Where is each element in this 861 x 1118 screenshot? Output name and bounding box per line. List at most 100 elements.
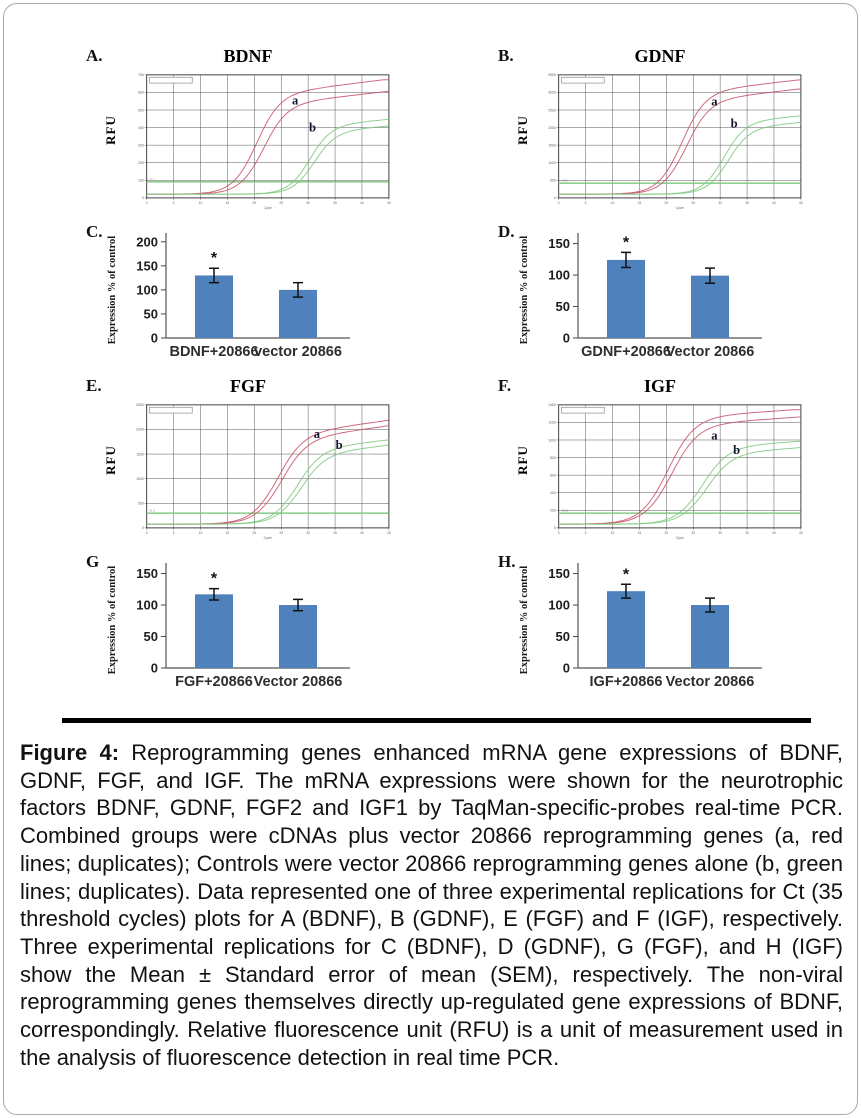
svg-text:Cycle: Cycle bbox=[676, 206, 684, 210]
svg-text:a: a bbox=[292, 93, 299, 107]
svg-text:0: 0 bbox=[151, 331, 158, 346]
svg-text:b: b bbox=[336, 438, 343, 452]
svg-text:30: 30 bbox=[718, 531, 722, 535]
svg-text:Expression % of control: Expression % of control bbox=[519, 566, 530, 674]
panel-letter: D. bbox=[498, 222, 515, 241]
svg-text:0: 0 bbox=[554, 526, 556, 530]
separator-line bbox=[62, 718, 811, 723]
panel-g: G Expression % of control 0 50 100 150 * FGF+2… bbox=[32, 550, 444, 702]
panel-title: GDNF bbox=[634, 46, 686, 66]
svg-text:100: 100 bbox=[136, 598, 158, 613]
figure-panels: A. BDNF RFU 0 5 10 15 20 25 30 35 40 45 700 600 500 4… bbox=[4, 4, 857, 702]
svg-text:25: 25 bbox=[279, 531, 283, 535]
svg-text:3500: 3500 bbox=[548, 73, 556, 77]
svg-text:150: 150 bbox=[548, 236, 570, 251]
svg-text:45: 45 bbox=[799, 201, 803, 205]
figure-frame: A. BDNF RFU 0 5 10 15 20 25 30 35 40 45 700 600 500 4… bbox=[3, 3, 858, 1115]
svg-text:0: 0 bbox=[146, 201, 148, 205]
svg-text:*: * bbox=[623, 566, 630, 583]
svg-text:400: 400 bbox=[138, 126, 144, 130]
svg-text:1000: 1000 bbox=[548, 161, 556, 165]
svg-text:Vector 20866: Vector 20866 bbox=[254, 674, 343, 690]
rfu-axis-label: RFU bbox=[102, 445, 118, 475]
svg-text:30: 30 bbox=[306, 531, 310, 535]
svg-text:2000: 2000 bbox=[136, 428, 144, 432]
svg-text:40: 40 bbox=[360, 531, 364, 535]
svg-text:25: 25 bbox=[279, 201, 283, 205]
svg-text:500: 500 bbox=[550, 179, 556, 183]
svg-text:100: 100 bbox=[138, 179, 144, 183]
svg-text:a: a bbox=[711, 95, 718, 109]
bar-chart-gdnf: Expression % of control 0 50 100 150 * GDNF+20… bbox=[519, 233, 762, 360]
panel-a: A. BDNF RFU 0 5 10 15 20 25 30 35 40 45 700 600 500 4… bbox=[32, 38, 444, 220]
svg-text:vector 20866: vector 20866 bbox=[254, 344, 342, 360]
svg-text:100: 100 bbox=[548, 598, 570, 613]
svg-text:15: 15 bbox=[226, 201, 230, 205]
svg-text:2000: 2000 bbox=[548, 126, 556, 130]
svg-text:b: b bbox=[733, 443, 740, 457]
panel-letter: E. bbox=[86, 376, 102, 395]
panel-f: F. IGF RFU 0 5 10 15 20 25 30 35 40 45 1400 1200 100… bbox=[444, 368, 856, 550]
svg-text:1000: 1000 bbox=[136, 477, 144, 481]
svg-text:1400: 1400 bbox=[548, 403, 556, 407]
pcr-plot-fgf: 0 5 10 15 20 25 30 35 40 45 2500 2000 1500 1000 500 0 81… bbox=[136, 403, 391, 540]
svg-text:100: 100 bbox=[136, 282, 158, 297]
svg-text:10: 10 bbox=[199, 201, 203, 205]
svg-text:35: 35 bbox=[745, 531, 749, 535]
svg-text:40: 40 bbox=[772, 201, 776, 205]
svg-text:a: a bbox=[314, 427, 321, 441]
svg-text:Cycle: Cycle bbox=[676, 536, 684, 540]
svg-text:15: 15 bbox=[638, 201, 642, 205]
svg-text:0: 0 bbox=[563, 331, 570, 346]
svg-text:1200: 1200 bbox=[548, 421, 556, 425]
svg-text:20: 20 bbox=[664, 531, 668, 535]
rfu-axis-label: RFU bbox=[514, 445, 530, 475]
panel-title: BDNF bbox=[223, 46, 273, 66]
svg-text:700: 700 bbox=[138, 73, 144, 77]
svg-text:500: 500 bbox=[138, 502, 144, 506]
svg-text:2500: 2500 bbox=[136, 403, 144, 407]
svg-text:100: 100 bbox=[548, 268, 570, 283]
svg-text:150: 150 bbox=[136, 258, 158, 273]
panel-title: IGF bbox=[643, 376, 676, 396]
svg-text:150: 150 bbox=[548, 566, 570, 581]
svg-text:GDNF+20866: GDNF+20866 bbox=[581, 344, 671, 360]
panel-d: D. Expression % of control 0 50 100 150 * GDNF… bbox=[444, 220, 856, 368]
svg-text:25: 25 bbox=[691, 201, 695, 205]
svg-text:25: 25 bbox=[691, 531, 695, 535]
pcr-plot-bdnf: 0 5 10 15 20 25 30 35 40 45 700 600 500 400 300 200 100 0… bbox=[138, 73, 391, 210]
pcr-plot-gdnf: 0 5 10 15 20 25 30 35 40 45 3500 3000 2500 2000 1500 10… bbox=[548, 73, 803, 210]
panel-letter: H. bbox=[498, 552, 516, 571]
svg-text:30: 30 bbox=[718, 201, 722, 205]
svg-text:0: 0 bbox=[558, 531, 560, 535]
svg-text:50: 50 bbox=[144, 306, 158, 321]
svg-text:IGF+20866: IGF+20866 bbox=[590, 674, 663, 690]
svg-text:0: 0 bbox=[554, 196, 556, 200]
svg-text:b: b bbox=[309, 120, 316, 134]
svg-text:300: 300 bbox=[138, 143, 144, 147]
panel-letter: G bbox=[86, 552, 100, 571]
panel-letter: F. bbox=[498, 376, 512, 395]
svg-text:1000: 1000 bbox=[548, 438, 556, 442]
panel-e: E. FGF RFU 0 5 10 15 20 25 30 35 40 45 2500 2000 150… bbox=[32, 368, 444, 550]
svg-text:Cycle: Cycle bbox=[264, 206, 272, 210]
figure-caption: Figure 4: Reprogramming genes enhanced m… bbox=[4, 735, 857, 1072]
svg-text:5: 5 bbox=[585, 531, 587, 535]
svg-text:3000: 3000 bbox=[548, 91, 556, 95]
svg-text:45: 45 bbox=[387, 201, 391, 205]
panel-h: H. Expression % of control 0 50 100 150 * IGF+… bbox=[444, 550, 856, 702]
svg-text:81.3: 81.3 bbox=[150, 509, 156, 513]
panel-c: C. Expression % of control 0 50 100 150 200 * B… bbox=[32, 220, 444, 368]
svg-text:*: * bbox=[211, 571, 218, 588]
svg-text:145.1: 145.1 bbox=[562, 179, 569, 183]
svg-text:*: * bbox=[623, 234, 630, 251]
svg-text:Expression % of control: Expression % of control bbox=[107, 236, 118, 344]
svg-text:0: 0 bbox=[151, 661, 158, 676]
svg-text:400: 400 bbox=[550, 491, 556, 495]
svg-text:20: 20 bbox=[252, 531, 256, 535]
svg-text:45: 45 bbox=[799, 531, 803, 535]
figure-caption-label: Figure 4: bbox=[20, 740, 120, 765]
svg-text:BDNF+20866: BDNF+20866 bbox=[169, 344, 258, 360]
svg-text:40: 40 bbox=[772, 531, 776, 535]
svg-text:*: * bbox=[211, 250, 218, 267]
